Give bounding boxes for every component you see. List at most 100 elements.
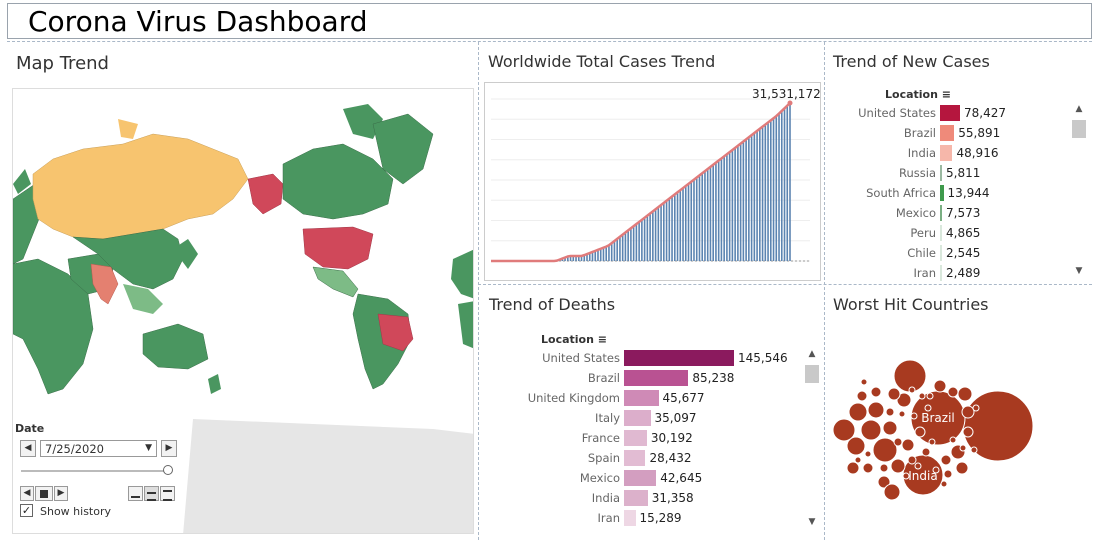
country-bubble[interactable]: [943, 469, 953, 479]
country-bubble[interactable]: [961, 405, 975, 419]
date-prev-button[interactable]: ◀: [20, 440, 36, 457]
location-label[interactable]: India: [591, 491, 620, 505]
country-bubble[interactable]: [972, 404, 980, 412]
country-bubble[interactable]: [955, 461, 969, 475]
world-map[interactable]: [12, 88, 474, 534]
country-bubble[interactable]: [902, 472, 910, 480]
location-label[interactable]: Peru: [910, 226, 936, 240]
location-label[interactable]: Mexico: [579, 471, 620, 485]
country-bubble[interactable]: [924, 404, 932, 412]
country-bubble[interactable]: [921, 447, 931, 457]
country-bubble[interactable]: [940, 454, 952, 466]
bar[interactable]: [940, 165, 942, 181]
bar[interactable]: [940, 125, 955, 141]
country-bubble[interactable]: [883, 483, 901, 501]
location-label[interactable]: Brazil: [903, 126, 936, 140]
show-history-checkbox[interactable]: ✓: [20, 504, 33, 517]
location-label[interactable]: India: [907, 146, 936, 160]
location-label[interactable]: United Kingdom: [527, 391, 620, 405]
country-bubble[interactable]: [928, 438, 936, 446]
location-label[interactable]: France: [581, 431, 620, 445]
bar[interactable]: [940, 145, 953, 161]
location-label[interactable]: South Africa: [866, 186, 936, 200]
country-bubble[interactable]: [860, 419, 882, 441]
location-label[interactable]: Iran: [913, 266, 936, 280]
country-bubble[interactable]: [856, 390, 868, 402]
location-label[interactable]: United States: [542, 351, 620, 365]
deaths-scrollbar[interactable]: ▲ ▼: [805, 348, 819, 530]
bar[interactable]: [624, 430, 647, 446]
date-slider-track[interactable]: [21, 470, 171, 472]
country-bubble[interactable]: [957, 386, 973, 402]
speed-medium-button[interactable]: [144, 486, 159, 501]
country-bubble[interactable]: [867, 401, 885, 419]
playback-back-button[interactable]: ◀: [20, 486, 34, 501]
country-bubble[interactable]: [970, 446, 978, 454]
country-bubble[interactable]: [848, 402, 868, 422]
worst-hit-bubble-chart[interactable]: Brazil India: [828, 350, 1088, 510]
country-bubble[interactable]: [933, 379, 947, 393]
country-bubble[interactable]: [926, 392, 934, 400]
scroll-down-icon[interactable]: ▼: [808, 517, 816, 527]
country-bubble[interactable]: [910, 412, 918, 420]
country-bubble[interactable]: [893, 437, 903, 447]
deaths-location-header[interactable]: Location ≡: [541, 333, 607, 346]
scroll-up-icon[interactable]: ▲: [808, 349, 816, 359]
country-bubble[interactable]: [860, 378, 868, 386]
location-label[interactable]: Spain: [587, 451, 620, 465]
bar[interactable]: [624, 410, 651, 426]
bar[interactable]: [624, 510, 636, 526]
country-bubble[interactable]: [914, 426, 926, 438]
country-bubble[interactable]: [846, 436, 866, 456]
bar[interactable]: [624, 390, 659, 406]
bar[interactable]: [624, 450, 646, 466]
country-bubble[interactable]: [908, 386, 916, 394]
country-bubble[interactable]: [862, 462, 874, 474]
bar[interactable]: [624, 470, 657, 486]
country-bubble[interactable]: [949, 436, 957, 444]
country-bubble[interactable]: [932, 466, 940, 474]
country-bubble[interactable]: [832, 418, 856, 442]
date-select[interactable]: 7/25/2020 ▼: [40, 440, 157, 457]
speed-slow-button[interactable]: [128, 486, 143, 501]
scroll-thumb[interactable]: [805, 365, 819, 383]
location-label[interactable]: Russia: [899, 166, 936, 180]
bar[interactable]: [940, 245, 942, 261]
new-cases-location-header[interactable]: Location ≡: [885, 88, 951, 101]
location-label[interactable]: Brazil: [587, 371, 620, 385]
bar[interactable]: [940, 185, 944, 201]
date-next-button[interactable]: ▶: [161, 440, 177, 457]
country-bubble[interactable]: [962, 426, 974, 438]
country-bubble[interactable]: [898, 410, 906, 418]
country-bubble[interactable]: [918, 392, 926, 400]
bar[interactable]: [940, 105, 960, 121]
new-cases-scrollbar[interactable]: ▲ ▼: [1072, 103, 1086, 278]
country-bubble[interactable]: [882, 420, 898, 436]
location-label[interactable]: United States: [858, 106, 936, 120]
location-label[interactable]: Chile: [907, 246, 936, 260]
country-bubble[interactable]: [885, 407, 895, 417]
country-bubble[interactable]: [959, 444, 967, 452]
country-bubble[interactable]: [907, 455, 917, 465]
playback-stop-button[interactable]: [35, 486, 53, 501]
bar[interactable]: [940, 265, 942, 281]
date-slider-handle[interactable]: [163, 465, 173, 475]
bar[interactable]: [624, 350, 734, 366]
country-bubble[interactable]: [901, 438, 915, 452]
scroll-thumb[interactable]: [1072, 120, 1086, 138]
country-bubble[interactable]: [872, 437, 898, 463]
country-bubble[interactable]: [896, 392, 912, 408]
bar[interactable]: [624, 370, 689, 386]
country-bubble[interactable]: [879, 463, 889, 473]
location-label[interactable]: Mexico: [895, 206, 936, 220]
scroll-down-icon[interactable]: ▼: [1075, 266, 1083, 276]
country-bubble[interactable]: [854, 456, 862, 464]
speed-fast-button[interactable]: [160, 486, 175, 501]
country-bubble[interactable]: [870, 386, 882, 398]
country-bubble[interactable]: [846, 461, 860, 475]
country-bubble[interactable]: [877, 475, 891, 489]
country-bubble[interactable]: [914, 462, 922, 470]
location-label[interactable]: Italy: [595, 411, 620, 425]
country-bubble[interactable]: [940, 480, 948, 488]
location-label[interactable]: Iran: [597, 511, 620, 525]
